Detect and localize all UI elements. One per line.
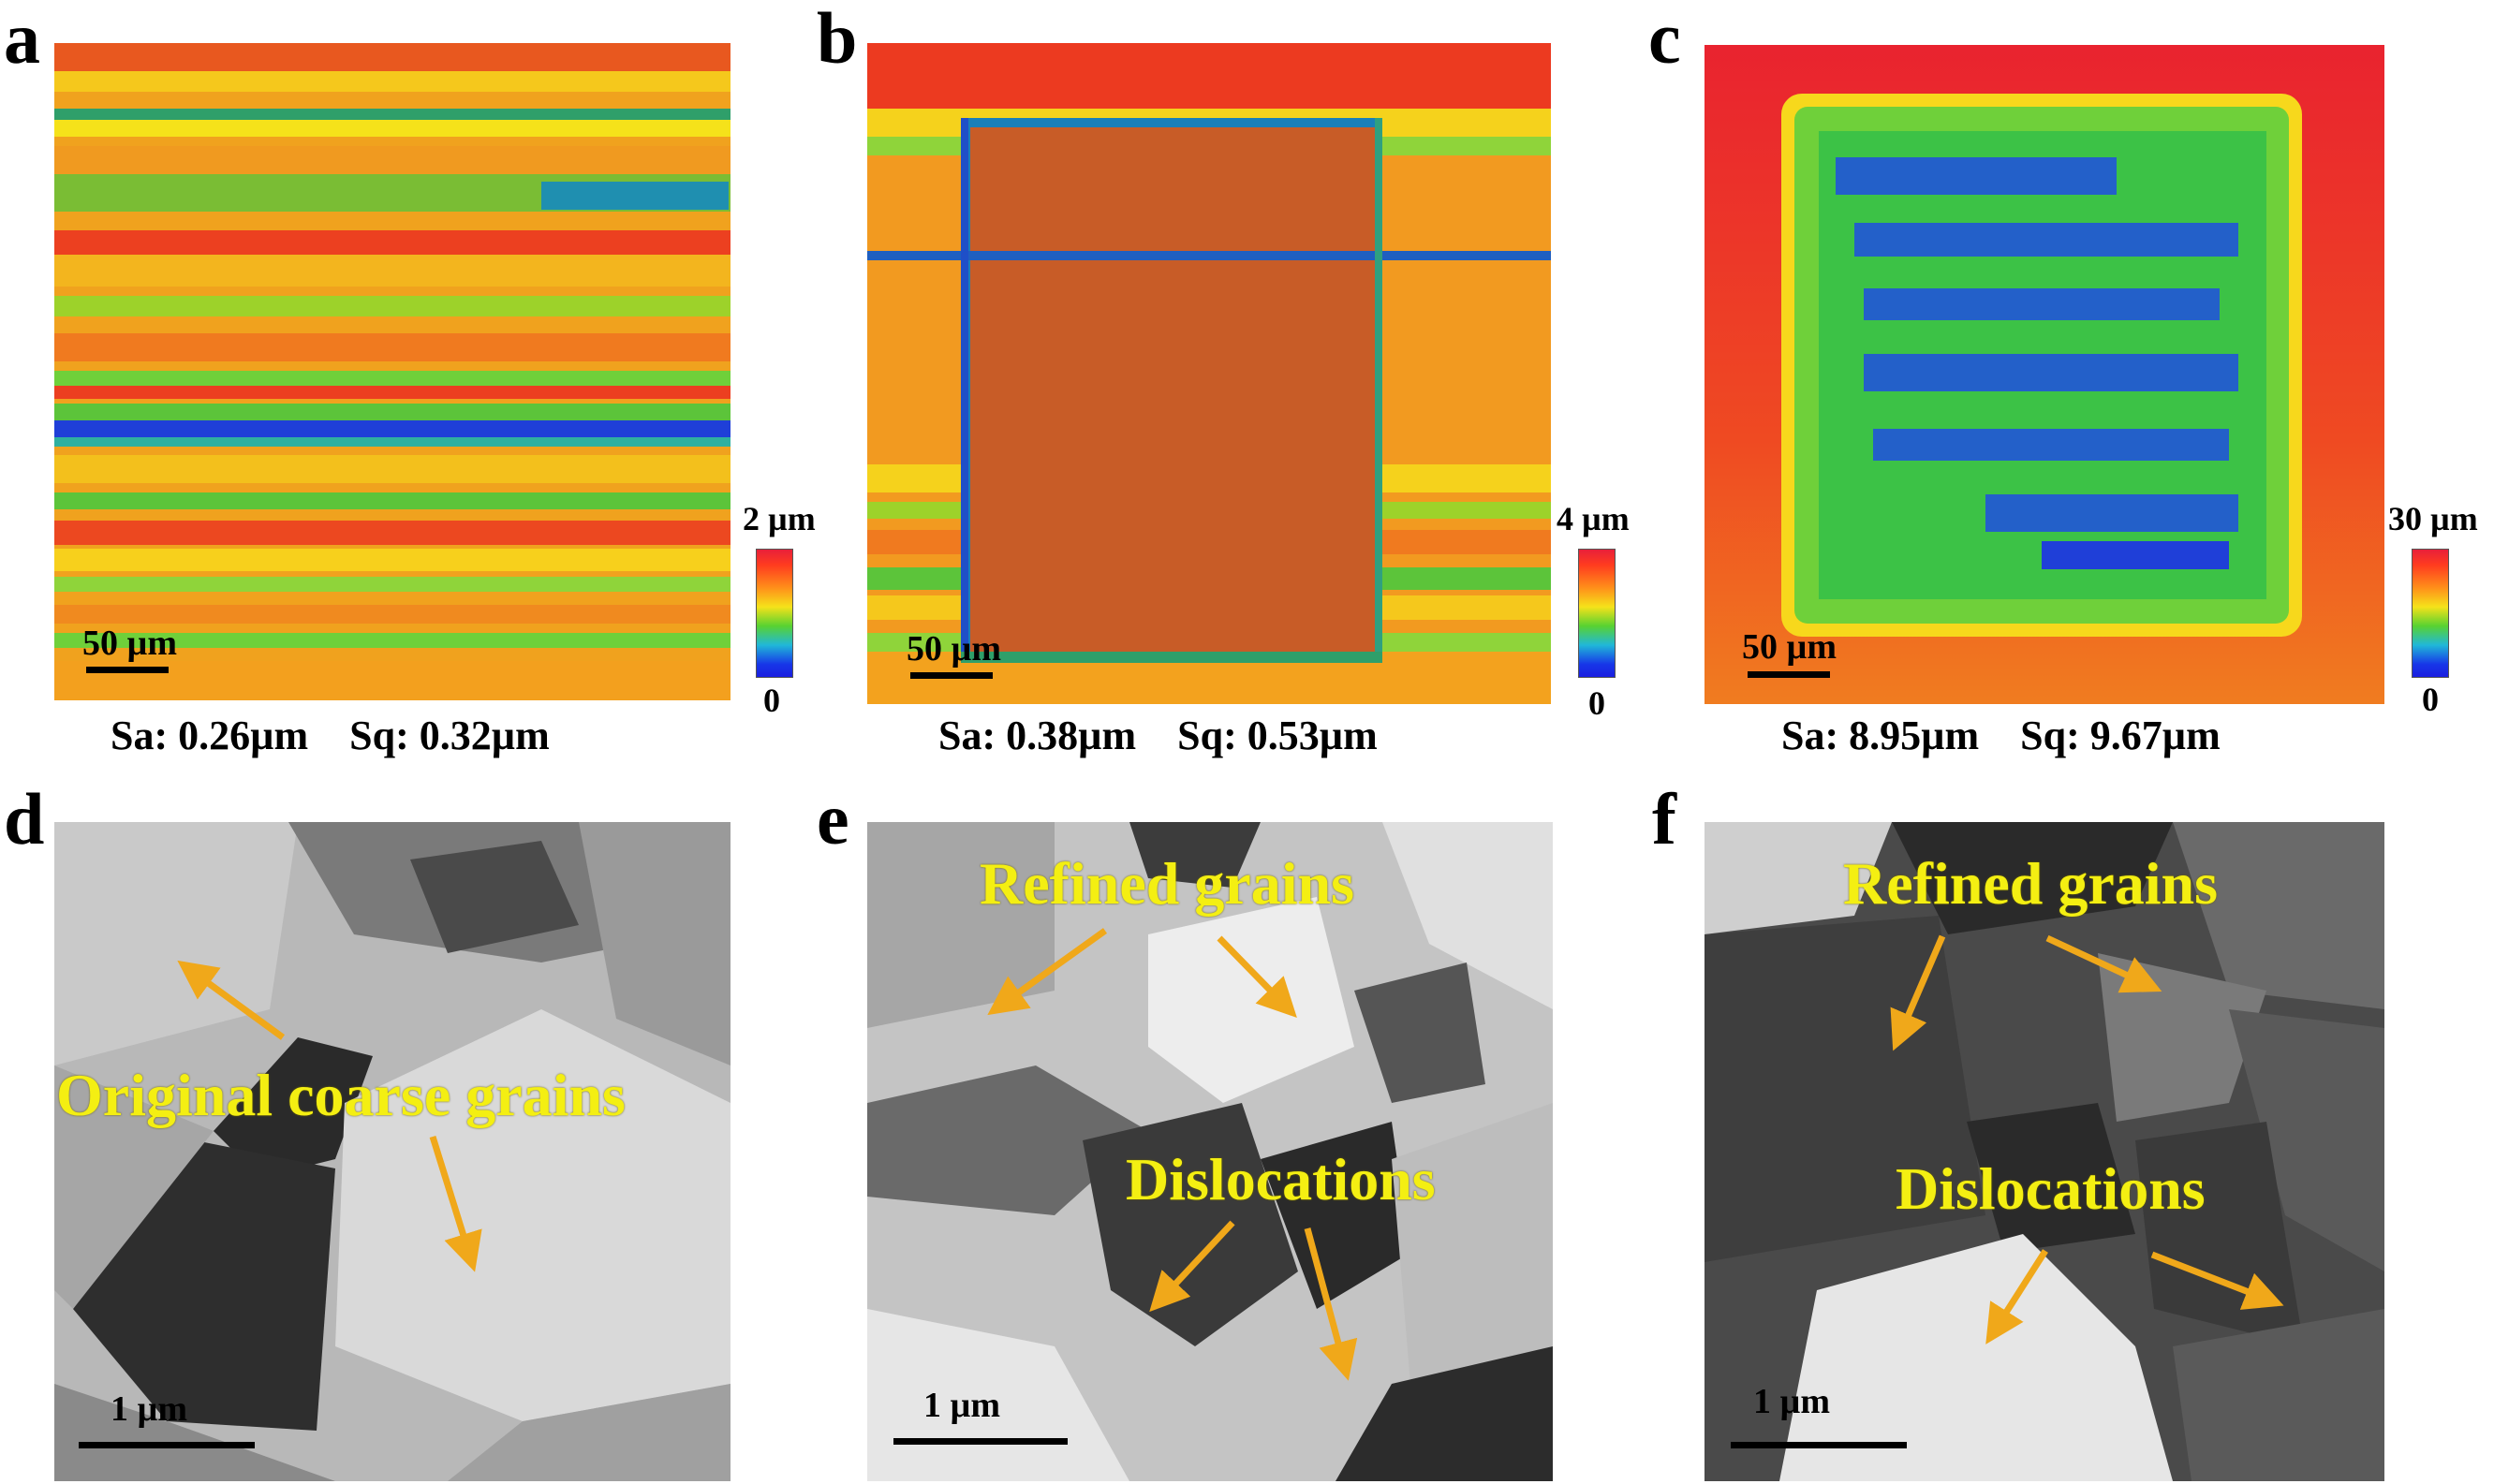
scale-bar-d [79, 1442, 255, 1448]
colorbar-min-a: 0 [763, 682, 780, 719]
sa-value-b: Sa: 0.38µm [938, 713, 1137, 758]
tem-image-f [1704, 822, 2384, 1481]
panel-letter-a: a [4, 0, 40, 79]
surface-profile-image-b [867, 43, 1551, 704]
tem-image-e [867, 822, 1553, 1481]
colorbar-b [1578, 549, 1616, 678]
scale-label-f: 1 µm [1753, 1382, 1831, 1421]
annotation-refined-grains-f: Refined grains [1843, 850, 2218, 917]
scale-bar-a [86, 667, 169, 673]
sq-value-b: Sq: 0.53µm [1177, 713, 1378, 758]
sa-value-a: Sa: 0.26µm [111, 713, 309, 758]
panel-letter-f: f [1652, 778, 1676, 860]
scale-label-d: 1 µm [111, 1389, 188, 1429]
panel-letter-b: b [817, 0, 858, 79]
tem-image-d [54, 822, 730, 1481]
scale-label-a: 50 µm [82, 624, 178, 663]
scale-label-b: 50 µm [907, 629, 1002, 669]
colorbar-max-c: 30 µm [2388, 500, 2478, 537]
colorbar-a [756, 549, 793, 678]
colorbar-max-b: 4 µm [1557, 500, 1630, 537]
roughness-stats-b: Sa: 0.38µm Sq: 0.53µm [938, 715, 1378, 757]
panel-letter-d: d [4, 778, 45, 860]
sa-value-c: Sa: 8.95µm [1781, 713, 1980, 758]
roughness-stats-c: Sa: 8.95µm Sq: 9.67µm [1781, 715, 2221, 757]
colorbar-c [2412, 549, 2449, 678]
annotation-dislocations-e: Dislocations [1126, 1146, 1436, 1212]
annotation-original-coarse-grains: Original coarse grains [56, 1062, 626, 1128]
scale-bar-e [893, 1438, 1068, 1445]
annotation-refined-grains-e: Refined grains [980, 850, 1354, 917]
roughness-stats-a: Sa: 0.26µm Sq: 0.32µm [111, 715, 550, 757]
sq-value-c: Sq: 9.67µm [2020, 713, 2221, 758]
colorbar-min-b: 0 [1588, 684, 1605, 722]
surface-profile-image-a [54, 43, 730, 700]
scale-label-e: 1 µm [923, 1386, 1001, 1425]
panel-letter-e: e [817, 778, 849, 860]
scale-bar-b [910, 672, 993, 679]
scale-bar-f [1731, 1442, 1907, 1448]
scale-bar-c [1748, 671, 1830, 678]
scale-label-c: 50 µm [1742, 627, 1837, 667]
sq-value-a: Sq: 0.32µm [349, 713, 550, 758]
panel-letter-c: c [1648, 0, 1681, 79]
annotation-dislocations-f: Dislocations [1896, 1155, 2206, 1222]
colorbar-min-c: 0 [2422, 681, 2439, 718]
surface-profile-image-c [1704, 45, 2384, 704]
colorbar-max-a: 2 µm [743, 500, 816, 537]
